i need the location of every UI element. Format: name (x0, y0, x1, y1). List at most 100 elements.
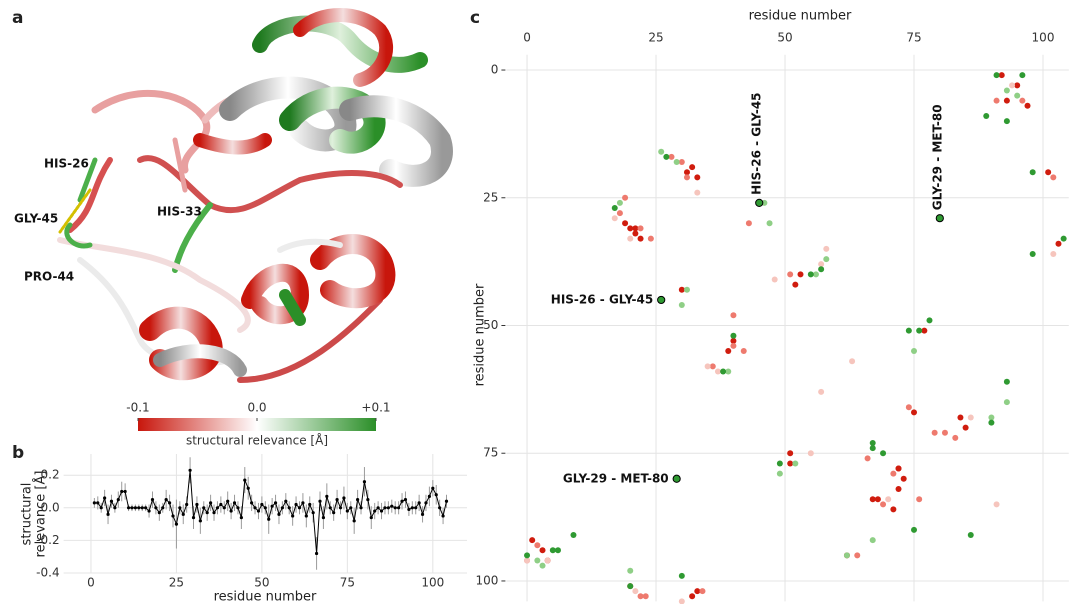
data-point (178, 506, 182, 510)
scatter-point (967, 531, 974, 538)
scatter-point (570, 531, 577, 538)
x-axis-label: residue number (214, 590, 317, 605)
y-axis-label: relevance [Å] (33, 471, 49, 558)
data-point (171, 514, 175, 518)
scatter-point (529, 537, 536, 544)
colorbar (138, 418, 376, 431)
data-point (393, 506, 397, 510)
scatter-point (792, 281, 799, 288)
scatter-point (854, 552, 861, 559)
y-tick-label: -0.4 (36, 566, 59, 580)
data-point (161, 506, 165, 510)
scatter-point (993, 72, 1000, 79)
y-tick-label: 0.0 (41, 500, 60, 514)
data-point (294, 502, 298, 507)
data-point (239, 515, 243, 520)
scatter-point (895, 485, 902, 492)
data-point (103, 496, 107, 500)
scatter-point (730, 337, 737, 344)
scatter-point (864, 455, 871, 462)
scatter-point (678, 598, 685, 605)
data-point (109, 499, 114, 503)
data-point (267, 517, 271, 521)
data-point (403, 498, 408, 502)
scatter-point (689, 593, 696, 600)
data-point (147, 509, 151, 513)
x-tick-label: 50 (254, 576, 269, 590)
scatter-point (818, 261, 825, 268)
scatter-point (900, 475, 907, 482)
scatter-point (694, 189, 701, 196)
scatter-point (998, 72, 1005, 79)
data-point (198, 519, 202, 523)
data-point (96, 501, 100, 505)
data-point (352, 519, 356, 523)
annotated-point (755, 198, 764, 207)
data-point (366, 498, 370, 502)
scatter-point (962, 424, 969, 431)
data-point (212, 511, 216, 515)
data-point (417, 501, 421, 505)
data-point (164, 498, 168, 502)
scatter-point (988, 419, 995, 426)
data-point (215, 506, 220, 510)
data-point (236, 506, 240, 510)
scatter-point (678, 286, 685, 293)
scatter-point (683, 174, 690, 181)
data-point (414, 506, 418, 510)
scatter-point (911, 409, 918, 416)
scatter-point (941, 429, 948, 436)
scatter-point (622, 220, 629, 227)
data-point (345, 509, 349, 513)
colorbar-tick-label: +0.1 (361, 401, 390, 415)
scatter-point (885, 496, 892, 503)
data-point (304, 514, 308, 518)
x-tick-label: 75 (906, 31, 921, 45)
scatter-point (797, 271, 804, 278)
scatter-point (1003, 87, 1010, 94)
data-point (369, 515, 373, 520)
scatter-point (683, 169, 690, 176)
data-point (318, 499, 322, 503)
scatter-point (1050, 250, 1057, 257)
data-point (420, 512, 425, 516)
data-point (356, 498, 360, 502)
scatter-point (647, 235, 654, 242)
data-point (314, 551, 319, 556)
scatter-point (668, 153, 675, 160)
data-point (291, 514, 295, 518)
data-point (106, 512, 110, 516)
data-point (222, 506, 226, 510)
scatter-point (730, 332, 737, 339)
scatter-point (869, 537, 876, 544)
scatter-point (807, 271, 814, 278)
scatter-point (699, 588, 706, 595)
scatter-point (611, 215, 618, 222)
scatter-point (1029, 250, 1036, 257)
data-point (325, 494, 329, 498)
scatter-point (539, 547, 546, 554)
scatter-point (720, 368, 727, 375)
data-point (441, 514, 445, 518)
y-tick-label: 25 (483, 190, 498, 204)
data-point (397, 506, 401, 510)
annotation: HIS-26 - GLY-45 (551, 292, 653, 306)
scatter-point (730, 342, 737, 349)
scatter-point (622, 194, 629, 201)
scatter-point (993, 501, 1000, 508)
data-point (328, 506, 332, 510)
scatter-point (890, 470, 897, 477)
scatter-point (776, 460, 783, 467)
data-point (338, 506, 343, 510)
scatter-point (890, 506, 897, 513)
scatter-point (544, 557, 551, 564)
scatter-point (637, 225, 644, 232)
data-point (321, 515, 326, 520)
scatter-point (725, 368, 732, 375)
x-tick-label: 100 (1032, 31, 1055, 45)
data-point (181, 512, 185, 516)
protein-cartoon (57, 8, 453, 383)
scatter-point (709, 363, 716, 370)
x-tick-label: 50 (777, 31, 792, 45)
